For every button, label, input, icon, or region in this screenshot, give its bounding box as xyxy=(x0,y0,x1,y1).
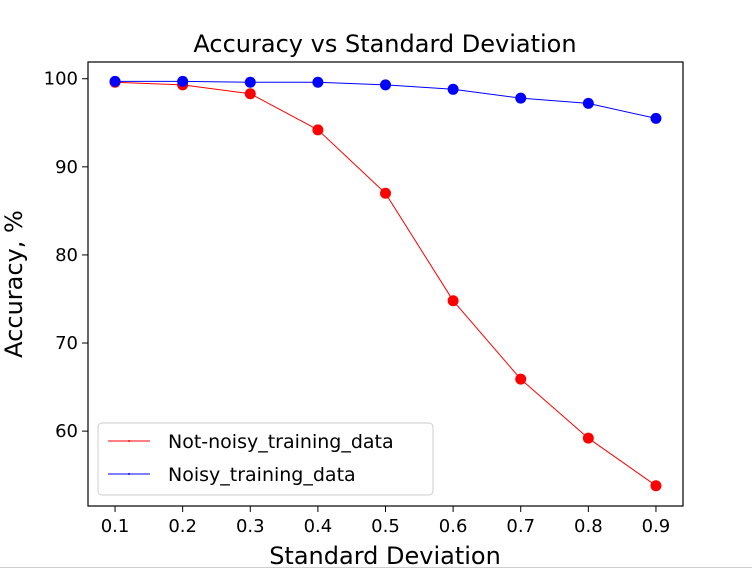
x-tick-label: 0.9 xyxy=(642,516,671,537)
data-point-noisy xyxy=(312,76,324,88)
legend-marker-not-noisy xyxy=(128,440,130,442)
legend-label-not-noisy: Not-noisy_training_data xyxy=(168,431,394,453)
data-point-not-noisy xyxy=(312,124,324,136)
x-tick-label: 0.8 xyxy=(574,516,603,537)
data-point-noisy xyxy=(109,75,121,87)
y-tick-label: 80 xyxy=(55,245,78,266)
x-tick-label: 0.7 xyxy=(506,516,535,537)
legend-box xyxy=(97,422,434,496)
legend-marker-noisy xyxy=(128,473,130,475)
x-tick-label: 0.1 xyxy=(101,516,130,537)
data-point-noisy xyxy=(244,76,256,88)
data-point-not-noisy xyxy=(650,480,662,492)
data-point-noisy xyxy=(515,92,527,104)
series-noisy xyxy=(109,75,662,124)
data-point-not-noisy xyxy=(582,432,594,444)
legend-label-noisy: Noisy_training_data xyxy=(168,464,356,486)
x-axis-label: Standard Deviation xyxy=(269,542,501,570)
legend: Not-noisy_training_data Noisy_training_d… xyxy=(97,422,434,496)
x-tick-label: 0.5 xyxy=(371,516,400,537)
y-tick-label: 100 xyxy=(44,69,78,90)
y-tick-label: 60 xyxy=(55,421,78,442)
y-tick-label: 90 xyxy=(55,157,78,178)
legend-entry: Noisy_training_data xyxy=(108,464,356,486)
series-layer xyxy=(109,75,662,492)
data-point-noisy xyxy=(380,79,391,91)
data-point-noisy xyxy=(582,97,594,109)
data-point-not-noisy xyxy=(447,295,459,307)
x-tick-label: 0.6 xyxy=(439,516,468,537)
x-tick-label: 0.2 xyxy=(168,516,197,537)
data-point-noisy xyxy=(650,112,662,124)
x-tick-label: 0.4 xyxy=(304,516,333,537)
data-point-not-noisy xyxy=(380,187,391,199)
y-tick-label: 70 xyxy=(55,333,78,354)
x-axis: 0.1 0.2 0.3 0.4 0.5 0.6 0.7 0.8 0.9 xyxy=(101,506,671,537)
data-point-noisy xyxy=(177,75,189,87)
chart-title: Accuracy vs Standard Deviation xyxy=(193,30,576,58)
data-point-not-noisy xyxy=(244,88,256,100)
data-point-not-noisy xyxy=(515,373,527,385)
y-axis: 60 70 80 90 100 xyxy=(44,69,88,442)
legend-entry: Not-noisy_training_data xyxy=(108,431,394,453)
y-axis-label: Accuracy, % xyxy=(0,210,28,358)
data-point-noisy xyxy=(447,83,459,95)
plot-area: 0.1 0.2 0.3 0.4 0.5 0.6 0.7 0.8 0.9 60 70 80 90 100 xyxy=(44,61,684,537)
divider xyxy=(0,567,752,568)
x-tick-label: 0.3 xyxy=(236,516,265,537)
